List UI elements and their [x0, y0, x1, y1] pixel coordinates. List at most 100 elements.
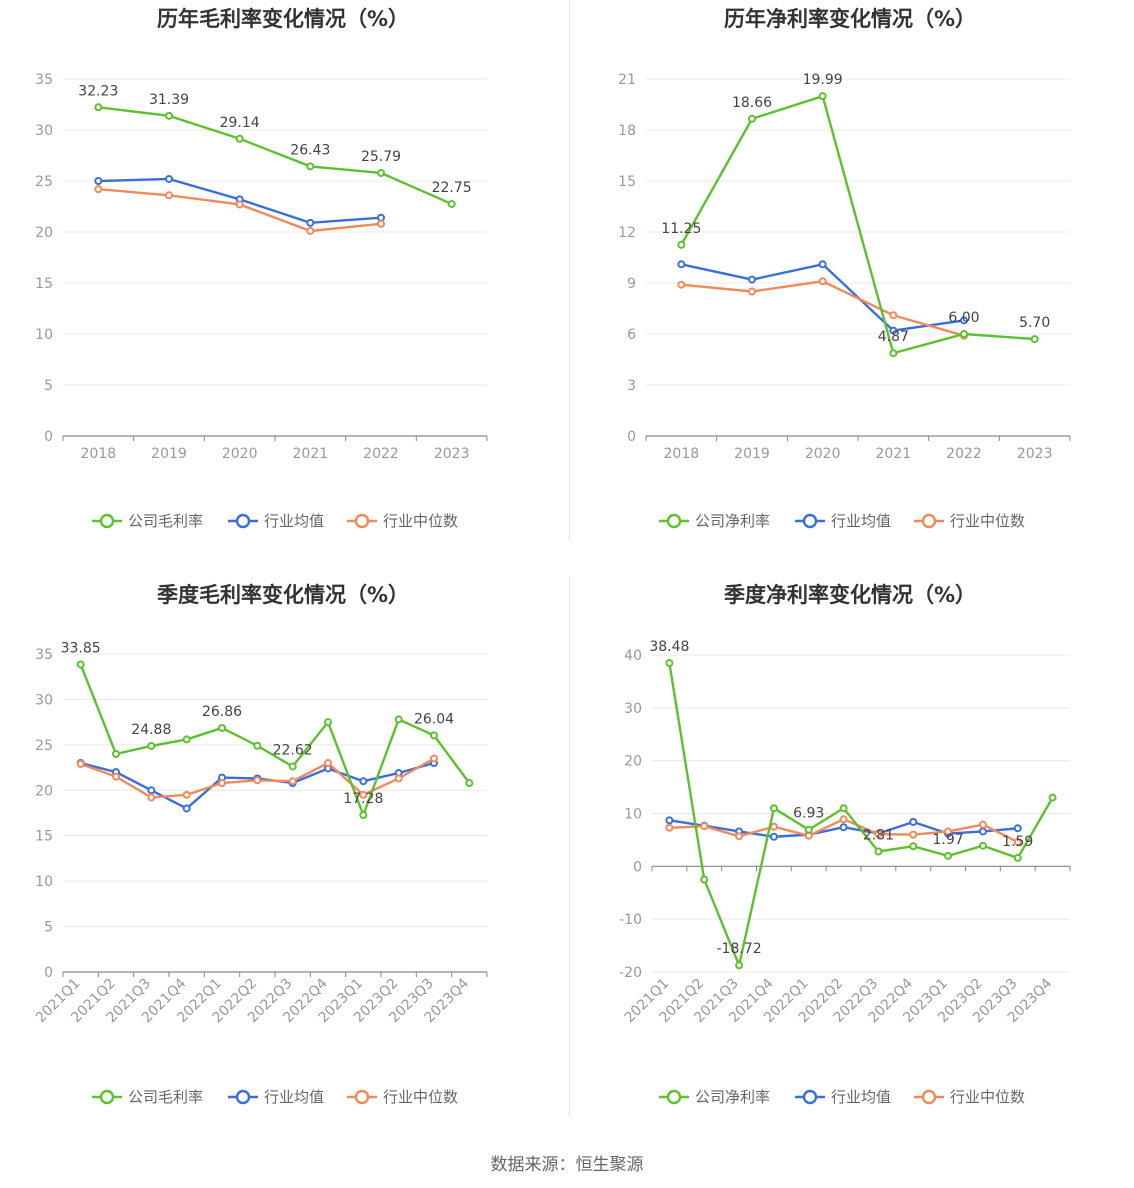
x-tick-label: 2021 — [293, 446, 329, 462]
data-point-company — [909, 842, 918, 851]
chart-root: 季度毛利率变化情况（%）051015202530352021Q12021Q220… — [33, 583, 488, 1106]
data-point-avg — [889, 326, 898, 335]
data-point-median — [889, 311, 898, 320]
legend-marker — [235, 1089, 251, 1105]
legend-marker — [921, 1089, 937, 1105]
series-line-company — [668, 662, 1054, 970]
data-point-median — [182, 790, 191, 799]
y-tick-label: 0 — [633, 859, 642, 875]
chart-svg: 历年毛利率变化情况（%） 0 5 10 15 20 25 30 35 2018 2019 2020 20… — [35, 7, 488, 530]
data-point-median — [769, 822, 778, 831]
data-point-median — [94, 185, 103, 194]
legend-label: 公司毛利率 — [128, 512, 203, 530]
data-point-median — [112, 772, 120, 781]
data-point-company — [769, 804, 778, 813]
data-point-company — [804, 825, 813, 834]
quarterly-net-margin-chart: 季度净利率变化情况（%） -20 -10 0 10 20 30 40 2021Q1 2021Q2 2… — [567, 576, 1134, 1146]
series-line-company — [680, 94, 1035, 355]
data-point-median — [165, 191, 173, 200]
legend-label: 行业中位数 — [383, 512, 458, 530]
legend-label: 行业均值 — [831, 1088, 891, 1106]
data-label: 26.86 — [202, 704, 242, 720]
y-tick-label: 10 — [35, 327, 53, 343]
x-tick-label: 2022 — [363, 446, 399, 462]
y-tick-label: 30 — [35, 123, 53, 139]
x-tick-label: 2019 — [151, 446, 187, 462]
data-label: 33.85 — [61, 640, 101, 656]
y-tick-label: 5 — [44, 920, 53, 936]
chart-root: 历年净利率变化情况（%） 0 3 6 9 12 15 18 21 2018 2019 2020 2021… — [618, 7, 1071, 530]
legend-marker — [235, 513, 251, 529]
x-tick-label: 2020 — [222, 446, 258, 462]
data-point-median — [253, 776, 262, 785]
chart-title: 历年毛利率变化情况（%） — [157, 7, 409, 31]
data-point-median — [839, 815, 848, 824]
legend-label: 行业中位数 — [950, 1088, 1025, 1106]
data-point-median — [677, 280, 686, 289]
y-tick-label: 18 — [618, 123, 636, 139]
data-label: 17.28 — [343, 791, 383, 807]
data-point-median — [288, 777, 297, 786]
data-point-median — [359, 790, 368, 799]
data-point-median — [700, 822, 709, 831]
data-point-median — [1013, 838, 1022, 847]
legend-marker — [354, 513, 370, 529]
legend-item-avg: 行业均值 — [228, 512, 324, 530]
legend-item-company: 公司净利率 — [659, 512, 770, 530]
data-point-company — [182, 735, 191, 744]
y-tick-label: 9 — [627, 276, 636, 292]
data-point-company — [218, 723, 226, 732]
legend-marker — [99, 1089, 115, 1105]
data-point-avg — [677, 260, 686, 269]
x-tick-label: 2022 — [946, 446, 982, 462]
legend-marker — [921, 513, 937, 529]
data-point-company — [960, 330, 968, 338]
data-point-median — [818, 277, 827, 286]
divider-bottom — [569, 576, 570, 1118]
annual-gross-margin-chart: 历年毛利率变化情况（%） 0 5 10 15 20 25 30 35 2018 2019 2020 20… — [0, 0, 567, 570]
y-tick-label: 10 — [35, 874, 53, 890]
y-tick-label: 5 — [44, 378, 53, 394]
data-label: 32.23 — [78, 83, 118, 99]
x-tick-label: 2019 — [734, 446, 770, 462]
data-label: 26.04 — [414, 711, 454, 727]
chart-title: 历年净利率变化情况（%） — [724, 7, 976, 31]
legend-marker — [802, 1089, 818, 1105]
legend-label: 公司毛利率 — [128, 1088, 203, 1106]
data-point-median — [909, 830, 918, 839]
y-tick-label: 12 — [618, 225, 636, 241]
legend-marker — [666, 1089, 682, 1105]
data-label: 25.79 — [361, 149, 401, 165]
data-point-median — [735, 832, 744, 841]
data-point-avg — [665, 816, 674, 825]
data-label: 19.99 — [803, 72, 843, 88]
x-tick-label: 2018 — [664, 446, 700, 462]
chart-root: 季度净利率变化情况（%）-20-100102030402021Q12021Q22… — [619, 583, 1071, 1106]
data-label: 5.70 — [1019, 315, 1050, 331]
data-point-company — [394, 715, 403, 724]
data-point-company — [748, 114, 756, 123]
y-tick-label: -20 — [619, 965, 642, 981]
chart-title: 季度毛利率变化情况（%） — [157, 583, 409, 607]
y-tick-label: 15 — [618, 174, 636, 190]
series-line-company — [79, 664, 471, 819]
y-tick-label: 10 — [624, 807, 642, 823]
divider-top — [569, 0, 570, 542]
quarterly-gross-margin-chart: 季度毛利率变化情况（%） 0 5 10 15 20 25 30 35 2021Q1 2021Q2 20… — [0, 576, 567, 1146]
data-point-company — [839, 804, 848, 813]
data-point-company — [1013, 853, 1022, 862]
data-source-note: 数据来源：恒生聚源 — [490, 1155, 644, 1175]
legend-item-company: 公司净利率 — [659, 1088, 770, 1106]
data-point-median — [748, 287, 756, 296]
data-point-company — [1030, 335, 1039, 344]
annual-net-margin-chart: 历年净利率变化情况（%） 0 3 6 9 12 15 18 21 2018 2019 2020 2021… — [567, 0, 1134, 570]
data-point-company — [665, 659, 674, 668]
data-point-avg — [377, 213, 385, 222]
data-point-avg — [1013, 824, 1022, 833]
y-tick-label: 35 — [35, 647, 53, 663]
data-point-company — [377, 168, 385, 177]
series-line-company — [98, 106, 453, 206]
data-point-company — [306, 162, 315, 171]
data-point-avg — [306, 218, 315, 227]
data-label: 29.14 — [220, 115, 260, 131]
